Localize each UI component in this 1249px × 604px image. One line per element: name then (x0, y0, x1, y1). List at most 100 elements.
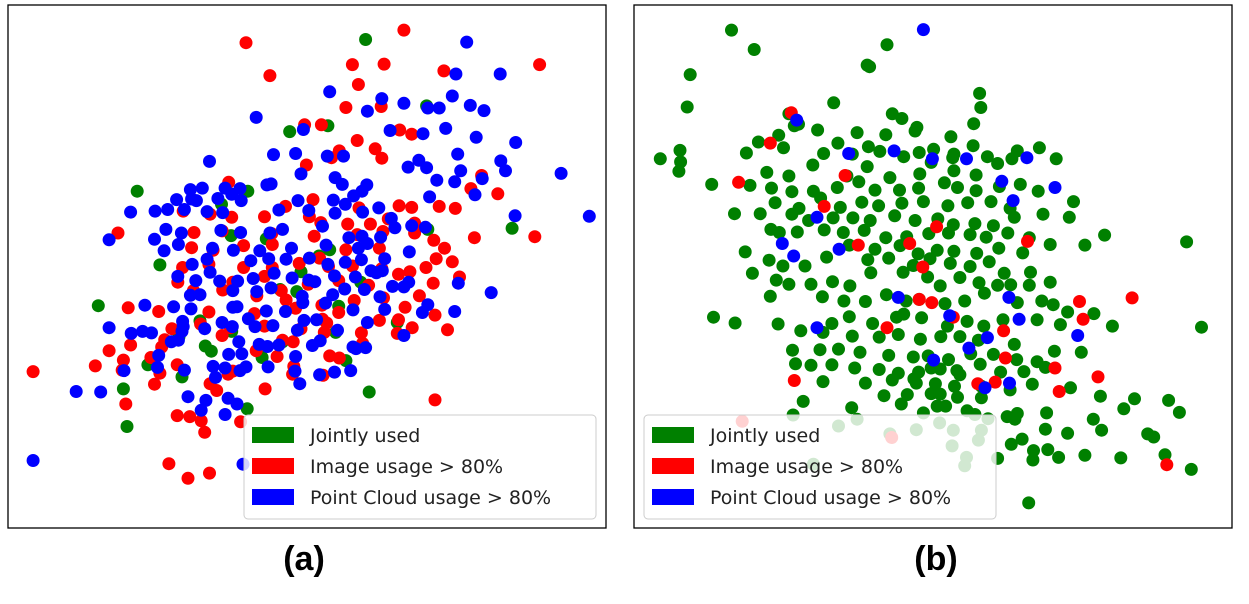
scatter-point (235, 347, 249, 361)
scatter-point (868, 183, 882, 197)
scatter-point (226, 284, 240, 298)
scatter-point (319, 296, 332, 310)
scatter-point (900, 388, 914, 402)
scatter-point (887, 144, 901, 158)
scatter-point (843, 279, 857, 293)
scatter-point (853, 345, 867, 359)
scatter-point (102, 344, 116, 358)
scatter-point (1004, 278, 1018, 292)
scatter-point (124, 205, 138, 219)
scatter-point (289, 350, 303, 363)
scatter-point (533, 58, 547, 72)
scatter-point (264, 177, 278, 191)
scatter-point (392, 199, 406, 213)
scatter-point (947, 164, 961, 178)
scatter-point (928, 377, 942, 391)
scatter-point (338, 197, 352, 211)
scatter-point (933, 279, 947, 293)
scatter-point (136, 324, 150, 338)
scatter-point (817, 223, 831, 237)
scatter-point (416, 127, 430, 141)
scatter-point (360, 237, 374, 250)
scatter-point (509, 136, 523, 149)
scatter-point (963, 260, 977, 273)
scatter-point (974, 391, 988, 405)
scatter-point (842, 238, 856, 252)
scatter-point (195, 181, 209, 195)
scatter-point (438, 241, 451, 255)
scatter-point (911, 247, 925, 261)
scatter-point (858, 376, 872, 390)
scatter-point (319, 238, 333, 252)
scatter-point (825, 358, 839, 372)
scatter-point (185, 241, 199, 255)
scatter-point (888, 209, 902, 223)
scatter-point (925, 152, 939, 166)
scatter-point (943, 309, 957, 323)
scatter-point (194, 403, 208, 417)
scatter-point (493, 67, 507, 81)
scatter-point (397, 329, 411, 342)
scatter-point (673, 143, 687, 157)
scatter-point (769, 273, 783, 287)
scatter-point (998, 351, 1012, 365)
scatter-point (432, 199, 446, 213)
legend-label: Point Cloud usage > 80% (310, 487, 551, 509)
scatter-point (239, 36, 253, 50)
scatter-point (842, 310, 856, 324)
scatter-point (477, 104, 491, 118)
scatter-point (460, 35, 474, 49)
scatter-point (363, 217, 377, 231)
scatter-point (1091, 370, 1105, 384)
scatter-point (296, 296, 310, 310)
scatter-point (906, 350, 920, 364)
scatter-point (451, 276, 465, 290)
scatter-point (369, 266, 383, 280)
scatter-point (1005, 152, 1019, 166)
scatter-point (1087, 307, 1101, 321)
scatter-point (124, 338, 138, 352)
scatter-point (1010, 353, 1024, 367)
scatter-point (221, 391, 235, 405)
scatter-point (348, 270, 362, 284)
scatter-point (1017, 365, 1031, 379)
scatter-point (772, 226, 786, 239)
scatter-point (916, 195, 930, 209)
scatter-point (337, 149, 350, 163)
scatter-point (707, 310, 720, 324)
legend-label: Jointly used (309, 425, 420, 447)
scatter-point (974, 101, 988, 114)
scatter-point (912, 292, 926, 306)
scatter-point (953, 271, 967, 284)
scatter-point (378, 302, 392, 316)
scatter-point (439, 121, 453, 135)
scatter-point (864, 266, 878, 280)
scatter-point (121, 301, 135, 315)
scatter-point (885, 107, 899, 121)
legend-box (643, 414, 997, 520)
scatter-point (167, 300, 181, 314)
scatter-point (313, 368, 327, 382)
scatter-point (199, 393, 213, 407)
scatter-point (861, 253, 875, 267)
scatter-point (359, 341, 373, 355)
scatter-point (826, 275, 839, 289)
scatter-point (119, 397, 133, 411)
scatter-point (813, 343, 827, 357)
scatter-point (933, 387, 947, 401)
scatter-point (946, 151, 960, 165)
scatter-point (1071, 329, 1085, 342)
scatter-point (880, 321, 894, 335)
scatter-point (345, 58, 359, 72)
scatter-point (469, 130, 483, 144)
scatter-point (94, 385, 108, 399)
scatter-point (215, 316, 229, 329)
scatter-point (372, 313, 386, 327)
scatter-point (996, 313, 1010, 327)
scatter-point (259, 304, 273, 318)
scatter-point (879, 231, 893, 245)
scatter-point (927, 142, 941, 156)
scatter-point (1061, 305, 1075, 319)
scatter-point (1046, 298, 1060, 312)
scatter-point (258, 210, 271, 224)
